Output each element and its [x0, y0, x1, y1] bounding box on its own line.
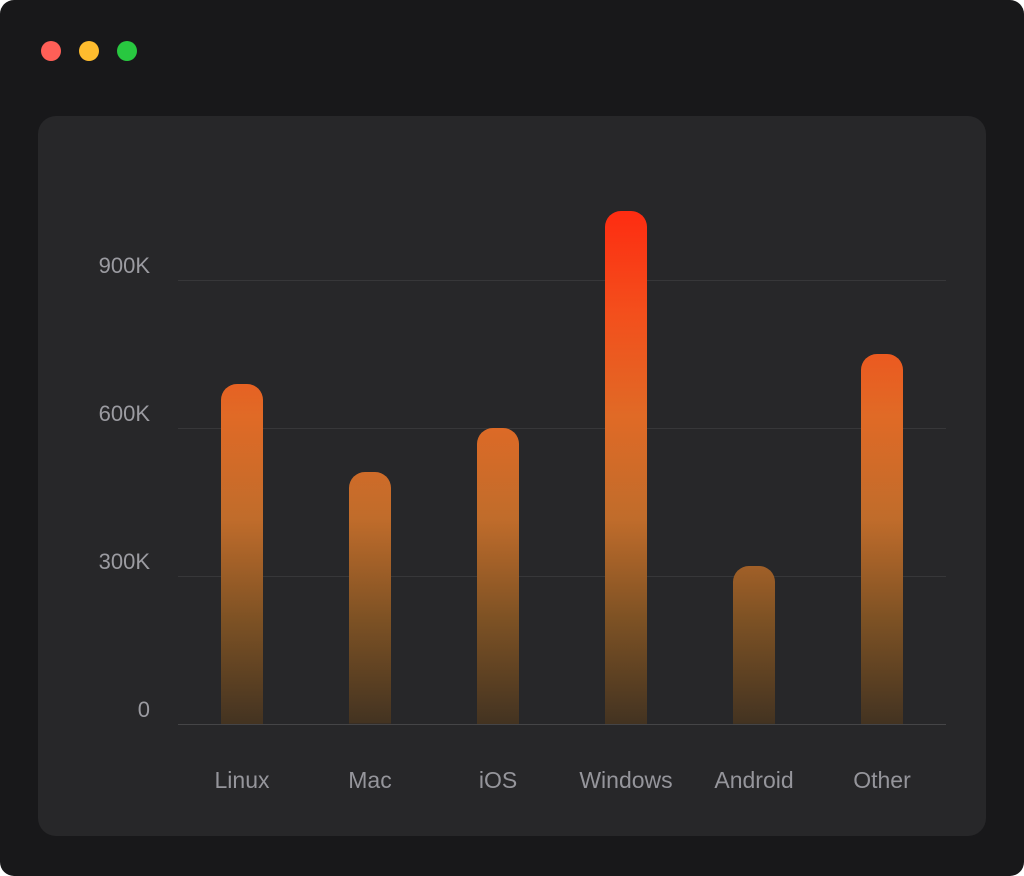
y-axis-tick-label: 0 — [137, 697, 150, 722]
x-axis-category-label: iOS — [478, 767, 518, 793]
bar-windows[interactable] — [605, 210, 647, 724]
x-axis-category-label: Android — [714, 767, 794, 793]
minimize-button[interactable] — [79, 41, 99, 61]
chart-panel: 0 300K 600K 900K Linux Mac iOS Windows Android Ot… — [38, 116, 986, 836]
bar-linux[interactable] — [221, 383, 263, 724]
y-axis-tick-label: 600K — [98, 401, 150, 426]
close-button[interactable] — [41, 41, 61, 61]
window-controls — [41, 41, 137, 61]
y-axis-tick-label: 300K — [98, 549, 150, 574]
gridline — [178, 576, 946, 577]
gridline — [178, 428, 946, 429]
bar-android[interactable] — [733, 566, 775, 724]
bar-other[interactable] — [861, 354, 903, 724]
y-axis-tick-label: 900K — [98, 253, 150, 278]
zoom-button[interactable] — [117, 41, 137, 61]
bar-chart: 0 300K 600K 900K Linux Mac iOS Windows Android Ot… — [38, 116, 986, 836]
x-axis-category-label: Mac — [348, 767, 392, 793]
x-axis-category-label: Linux — [214, 767, 270, 793]
x-axis-line — [178, 724, 946, 725]
bar-mac[interactable] — [349, 472, 391, 724]
bar-ios[interactable] — [477, 428, 519, 724]
gridline — [178, 280, 946, 281]
x-axis-category-label: Windows — [579, 767, 673, 793]
x-axis-category-label: Other — [853, 767, 911, 793]
